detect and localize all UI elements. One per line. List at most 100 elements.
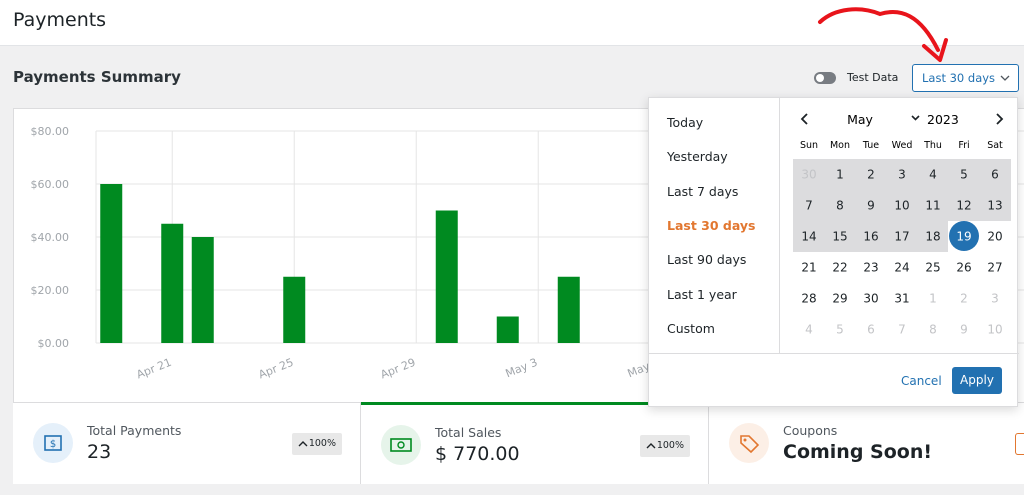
day[interactable]: 10 <box>894 199 909 213</box>
year-select[interactable]: 2023 <box>927 112 959 127</box>
day[interactable]: 31 <box>894 292 909 306</box>
day[interactable]: 12 <box>956 199 971 213</box>
bar <box>557 276 580 343</box>
summary-title: Payments Summary <box>13 68 181 86</box>
day[interactable]: 1 <box>929 292 937 306</box>
day[interactable]: 17 <box>894 230 909 244</box>
stat-value: Coming Soon! <box>783 441 933 463</box>
stat-value: $ 770.00 <box>435 443 520 465</box>
stat-label: Total Sales <box>435 425 502 440</box>
day[interactable]: 13 <box>987 199 1002 213</box>
x-tick-label: Apr 29 <box>379 356 418 382</box>
day[interactable]: 14 <box>801 230 816 244</box>
day[interactable]: 26 <box>956 261 971 275</box>
chevron <box>1000 75 1010 81</box>
preset-option[interactable]: Last 1 year <box>667 286 737 302</box>
divider <box>649 353 1019 354</box>
day[interactable]: 9 <box>867 199 875 213</box>
day[interactable]: 3 <box>898 168 906 182</box>
range-highlight <box>793 159 1011 221</box>
weekday: Tue <box>862 140 879 151</box>
day[interactable]: 1 <box>836 168 844 182</box>
day[interactable]: 23 <box>863 261 878 275</box>
day[interactable]: 19 <box>956 230 971 244</box>
day[interactable]: 21 <box>801 261 816 275</box>
day[interactable]: 5 <box>960 168 968 182</box>
x-tick-label: Apr 21 <box>135 356 174 382</box>
month-select[interactable]: May <box>847 112 873 127</box>
day[interactable]: 5 <box>836 323 844 337</box>
bar <box>191 237 214 343</box>
preset-option[interactable]: Today <box>667 115 704 130</box>
weekday: Fri <box>958 140 969 151</box>
icon <box>381 425 421 465</box>
weekday: Sun <box>800 140 818 151</box>
toggle-label: Test Data <box>847 71 899 84</box>
weekday: Mon <box>830 140 850 151</box>
icon: $ <box>33 423 73 463</box>
day[interactable]: 4 <box>929 168 937 182</box>
x-tick-label: May 3 <box>504 356 540 381</box>
day[interactable]: 15 <box>832 230 847 244</box>
preset-option[interactable]: Last 90 days <box>667 252 747 268</box>
day[interactable]: 6 <box>991 168 999 182</box>
weekday: Thu <box>923 140 942 151</box>
day[interactable]: 11 <box>925 199 940 213</box>
toggle[interactable] <box>814 72 836 84</box>
day[interactable]: 4 <box>805 323 813 337</box>
range-dropdown[interactable]: Last 30 days <box>912 64 1019 92</box>
prev-button[interactable] <box>800 113 808 125</box>
day[interactable]: 28 <box>801 292 816 306</box>
chart: $0.00 $20.00 $40.00 $60.00 $80.00 Apr 21 Apr 2… <box>31 125 1024 382</box>
stat-change: 100% <box>640 435 690 457</box>
next-button[interactable] <box>996 113 1004 125</box>
day[interactable]: 2 <box>867 168 875 182</box>
icon <box>1015 433 1024 455</box>
day[interactable]: 25 <box>925 261 940 275</box>
preset-option[interactable]: Last 7 days <box>667 183 739 199</box>
page-title: Payments <box>13 9 107 31</box>
stat-card: $ Total Payments 23 100% <box>13 402 361 484</box>
cancel-button[interactable]: Cancel <box>901 374 942 388</box>
day[interactable]: 30 <box>863 292 878 306</box>
day[interactable]: 7 <box>898 323 906 337</box>
day[interactable]: 9 <box>960 323 968 337</box>
change-value: 100% <box>308 438 336 449</box>
day[interactable]: 18 <box>925 230 940 244</box>
day[interactable]: 29 <box>832 292 847 306</box>
weekday: Wed <box>892 140 913 151</box>
day[interactable]: 24 <box>894 261 909 275</box>
day[interactable]: 8 <box>836 199 844 213</box>
stat-card: Total Sales $ 770.00 100% <box>361 402 709 484</box>
preset-option[interactable]: Last 30 days <box>667 217 756 233</box>
y-tick-label: $0.00 <box>38 337 70 350</box>
stat-label: Total Payments <box>87 423 182 438</box>
svg-text:$: $ <box>50 439 56 450</box>
bar <box>100 184 123 343</box>
day[interactable]: 10 <box>987 323 1002 337</box>
day[interactable]: 20 <box>987 230 1002 244</box>
day[interactable]: 8 <box>929 323 937 337</box>
bar <box>161 223 184 343</box>
y-tick-label: $40.00 <box>31 231 70 244</box>
day[interactable]: 2 <box>960 292 968 306</box>
day[interactable]: 30 <box>801 168 816 182</box>
y-tick-label: $20.00 <box>31 284 70 297</box>
x-tick-label: Apr 25 <box>257 356 296 382</box>
range-label: Last 30 days <box>922 71 996 85</box>
preset-option[interactable]: Custom <box>667 320 715 336</box>
bar <box>435 210 458 343</box>
day[interactable]: 6 <box>867 323 875 337</box>
preset-option[interactable]: Yesterday <box>667 149 728 165</box>
apply-button[interactable]: Apply <box>952 367 1002 394</box>
day[interactable]: 3 <box>991 292 999 306</box>
day[interactable]: 22 <box>832 261 847 275</box>
preset-list: Today Yesterday Last 7 days Last 30 days Las… <box>649 98 780 353</box>
day[interactable]: 27 <box>987 261 1002 275</box>
day[interactable]: 7 <box>805 199 813 213</box>
day[interactable]: 16 <box>863 230 878 244</box>
change-value: 100% <box>656 440 684 451</box>
